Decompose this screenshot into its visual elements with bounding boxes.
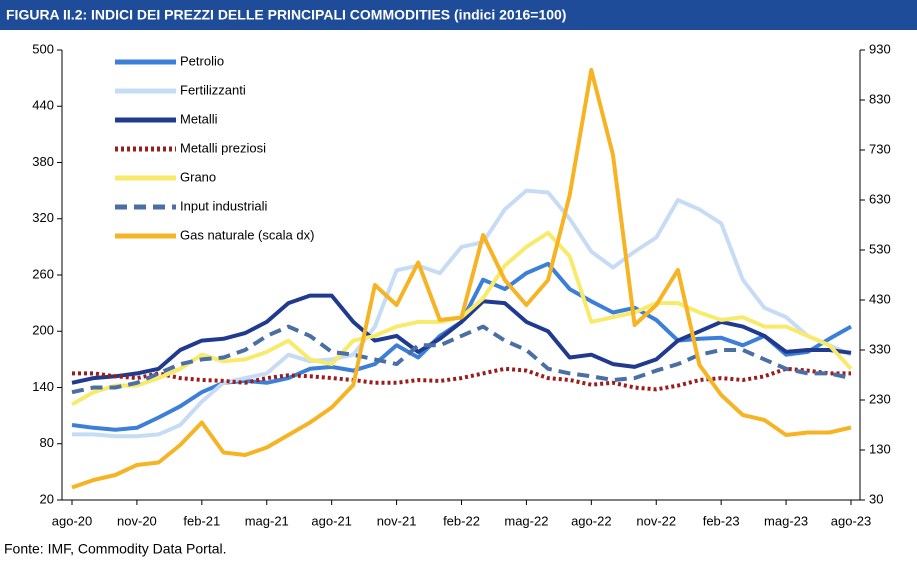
y-tick-label: 440 (32, 98, 54, 113)
series-line (71, 293, 852, 385)
legend-label: Petrolio (180, 53, 224, 68)
x-tick-label: nov-20 (117, 513, 157, 528)
legend-label: Grano (180, 169, 216, 184)
y-tick-label: 380 (32, 154, 54, 169)
x-tick-label: nov-21 (377, 513, 417, 528)
y-tick-label: 260 (32, 266, 54, 281)
chart-title: FIGURA II.2: INDICI DEI PREZZI DELLE PRI… (6, 7, 566, 23)
y2-tick-label: 530 (869, 241, 891, 256)
y2-tick-label: 430 (869, 291, 891, 306)
y-tick-label: 500 (32, 41, 54, 56)
x-tick-label: ago-20 (52, 513, 92, 528)
x-tick-label: mag-22 (504, 513, 548, 528)
y2-tick-label: 230 (869, 391, 891, 406)
y2-tick-label: 730 (869, 141, 891, 156)
y2-tick-label: 330 (869, 341, 891, 356)
x-tick-label: ago-21 (311, 513, 351, 528)
y-tick-label: 20 (40, 491, 54, 506)
series-line (72, 188, 852, 439)
x-tick-label: feb-23 (703, 513, 740, 528)
series-line (71, 68, 852, 490)
x-tick-label: feb-22 (443, 513, 480, 528)
y-tick-label: 320 (32, 210, 54, 225)
x-tick-label: mag-21 (245, 513, 289, 528)
source-note: Fonte: IMF, Commodity Data Portal. (4, 541, 227, 557)
y2-tick-label: 130 (869, 441, 891, 456)
legend-label: Input industriali (180, 198, 268, 213)
x-tick-label: ago-22 (571, 513, 611, 528)
y-tick-label: 140 (32, 379, 54, 394)
y-tick-label: 200 (32, 323, 54, 338)
title-bar (0, 0, 917, 30)
x-tick-label: feb-21 (183, 513, 220, 528)
y2-tick-label: 30 (869, 491, 883, 506)
series-line (72, 366, 851, 392)
y2-tick-label: 930 (869, 41, 891, 56)
legend-label: Gas naturale (scala dx) (180, 227, 314, 242)
x-tick-label: mag-23 (764, 513, 808, 528)
x-tick-label: ago-23 (831, 513, 871, 528)
legend-label: Fertilizzanti (180, 82, 246, 97)
series-line (71, 324, 852, 395)
y2-tick-label: 830 (869, 91, 891, 106)
x-tick-label: nov-22 (636, 513, 676, 528)
legend-label: Metalli preziosi (180, 140, 266, 155)
legend-label: Metalli (180, 111, 218, 126)
y2-tick-label: 630 (869, 191, 891, 206)
y-tick-label: 80 (40, 435, 54, 450)
